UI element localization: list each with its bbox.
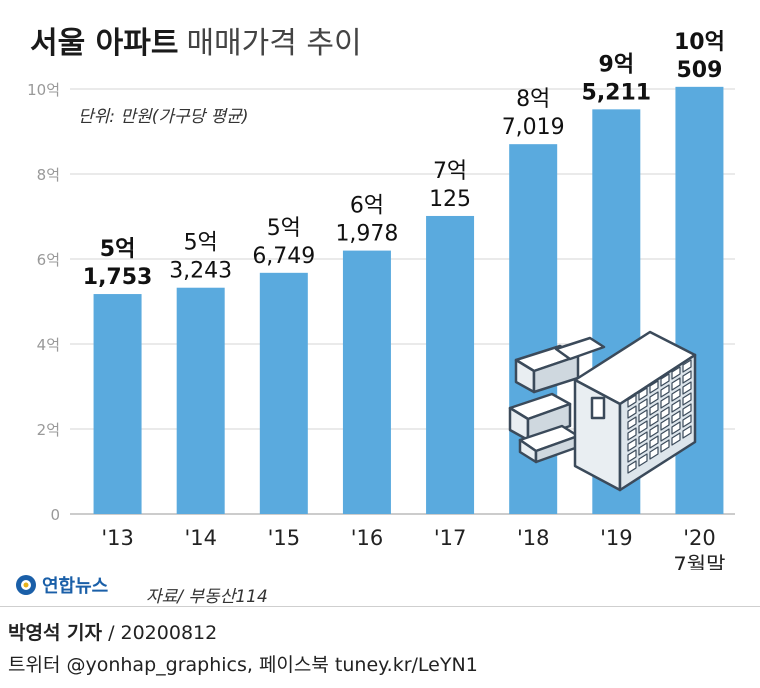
window — [638, 420, 648, 434]
window — [649, 380, 659, 394]
bar — [426, 215, 475, 514]
window — [682, 392, 692, 406]
window — [660, 395, 670, 409]
bar-chart: 0 2억 4억 6억 8억 10억 5억 1,753 5억 3,243 5억 6,749 6억 1,97… — [27, 30, 735, 570]
y-tick-label: 2억 — [37, 421, 60, 439]
y-tick-label: 8억 — [37, 166, 60, 184]
unit-note: 단위: 만원(가구당 평균) — [78, 107, 249, 127]
source-note: 자료/ 부동산114 — [146, 587, 268, 607]
window — [671, 366, 681, 380]
window — [682, 403, 692, 417]
window — [660, 373, 670, 387]
window — [638, 453, 648, 467]
reporter-name: 박영석 기자 — [8, 622, 103, 644]
data-label-man: 125 — [429, 187, 471, 212]
reporter-line: 박영석 기자 / 20200812 — [8, 618, 217, 645]
data-label-eok: 5억 — [100, 237, 136, 262]
data-label-man: 6,749 — [252, 244, 315, 269]
window — [638, 431, 648, 445]
x-tick-label: '18 — [517, 526, 550, 550]
window — [682, 370, 692, 384]
window — [671, 377, 681, 391]
window — [660, 406, 670, 420]
window — [649, 413, 659, 427]
window — [638, 387, 648, 401]
window — [660, 417, 670, 431]
data-label-eok: 5억 — [184, 231, 218, 256]
x-tick-label: '19 — [600, 526, 633, 550]
x-tick-sublabel: 7월말 — [673, 553, 725, 570]
window — [671, 432, 681, 446]
data-label-man: 5,211 — [582, 80, 652, 105]
window — [649, 424, 659, 438]
window — [627, 460, 637, 474]
title-bold: 서울 아파트 — [30, 26, 179, 61]
window — [649, 402, 659, 416]
window — [682, 359, 692, 373]
window — [682, 381, 692, 395]
divider — [0, 606, 760, 607]
y-tick-label: 10억 — [27, 81, 60, 99]
bar — [176, 287, 225, 514]
x-tick-label: '17 — [434, 526, 467, 550]
window — [660, 428, 670, 442]
window — [627, 405, 637, 419]
window — [638, 442, 648, 456]
window — [627, 394, 637, 408]
publish-date: / 20200812 — [108, 622, 218, 644]
logo-text: 연합뉴스 — [42, 576, 109, 597]
window — [627, 449, 637, 463]
bar — [342, 250, 391, 514]
window — [627, 416, 637, 430]
y-tick-label: 4억 — [37, 336, 60, 354]
y-tick-label: 0 — [50, 506, 60, 524]
x-tick-label: '13 — [101, 526, 134, 550]
window — [649, 446, 659, 460]
data-label-man: 1,753 — [83, 265, 153, 290]
data-label-eok: 5억 — [267, 216, 301, 241]
data-label-eok: 7억 — [433, 159, 467, 184]
data-label-man: 1,978 — [335, 222, 398, 247]
bar — [93, 294, 142, 514]
data-label-eok: 9억 — [599, 52, 635, 77]
data-label-man: 7,019 — [502, 115, 565, 140]
window — [649, 435, 659, 449]
data-label-eok: 8억 — [516, 87, 550, 112]
window — [627, 427, 637, 441]
data-label-eok: 10억 — [674, 30, 725, 55]
title-light: 매매가격 추이 — [186, 26, 362, 61]
x-tick-label: '20 — [683, 526, 716, 550]
x-tick-label: '14 — [184, 526, 217, 550]
yonhap-logo-icon — [16, 575, 36, 595]
bar — [259, 272, 308, 514]
window — [682, 414, 692, 428]
data-label-man: 509 — [676, 58, 722, 83]
social-line: 트위터 @yonhap_graphics, 페이스북 tuney.kr/LeYN… — [8, 654, 478, 676]
window — [660, 439, 670, 453]
window — [627, 438, 637, 452]
y-tick-label: 6억 — [37, 251, 60, 269]
data-label-man: 3,243 — [169, 259, 232, 284]
window — [638, 409, 648, 423]
window — [671, 421, 681, 435]
window — [682, 425, 692, 439]
x-tick-label: '16 — [351, 526, 384, 550]
window — [649, 391, 659, 405]
chart-title: 서울 아파트 매매가격 추이 — [30, 18, 362, 62]
apartment-illustration-icon — [508, 330, 697, 492]
data-label-eok: 6억 — [350, 194, 384, 219]
yonhap-logo: 연합뉴스 — [14, 572, 108, 598]
window — [671, 410, 681, 424]
window — [638, 398, 648, 412]
x-tick-label: '15 — [268, 526, 301, 550]
window — [660, 384, 670, 398]
window — [671, 388, 681, 402]
window — [671, 399, 681, 413]
